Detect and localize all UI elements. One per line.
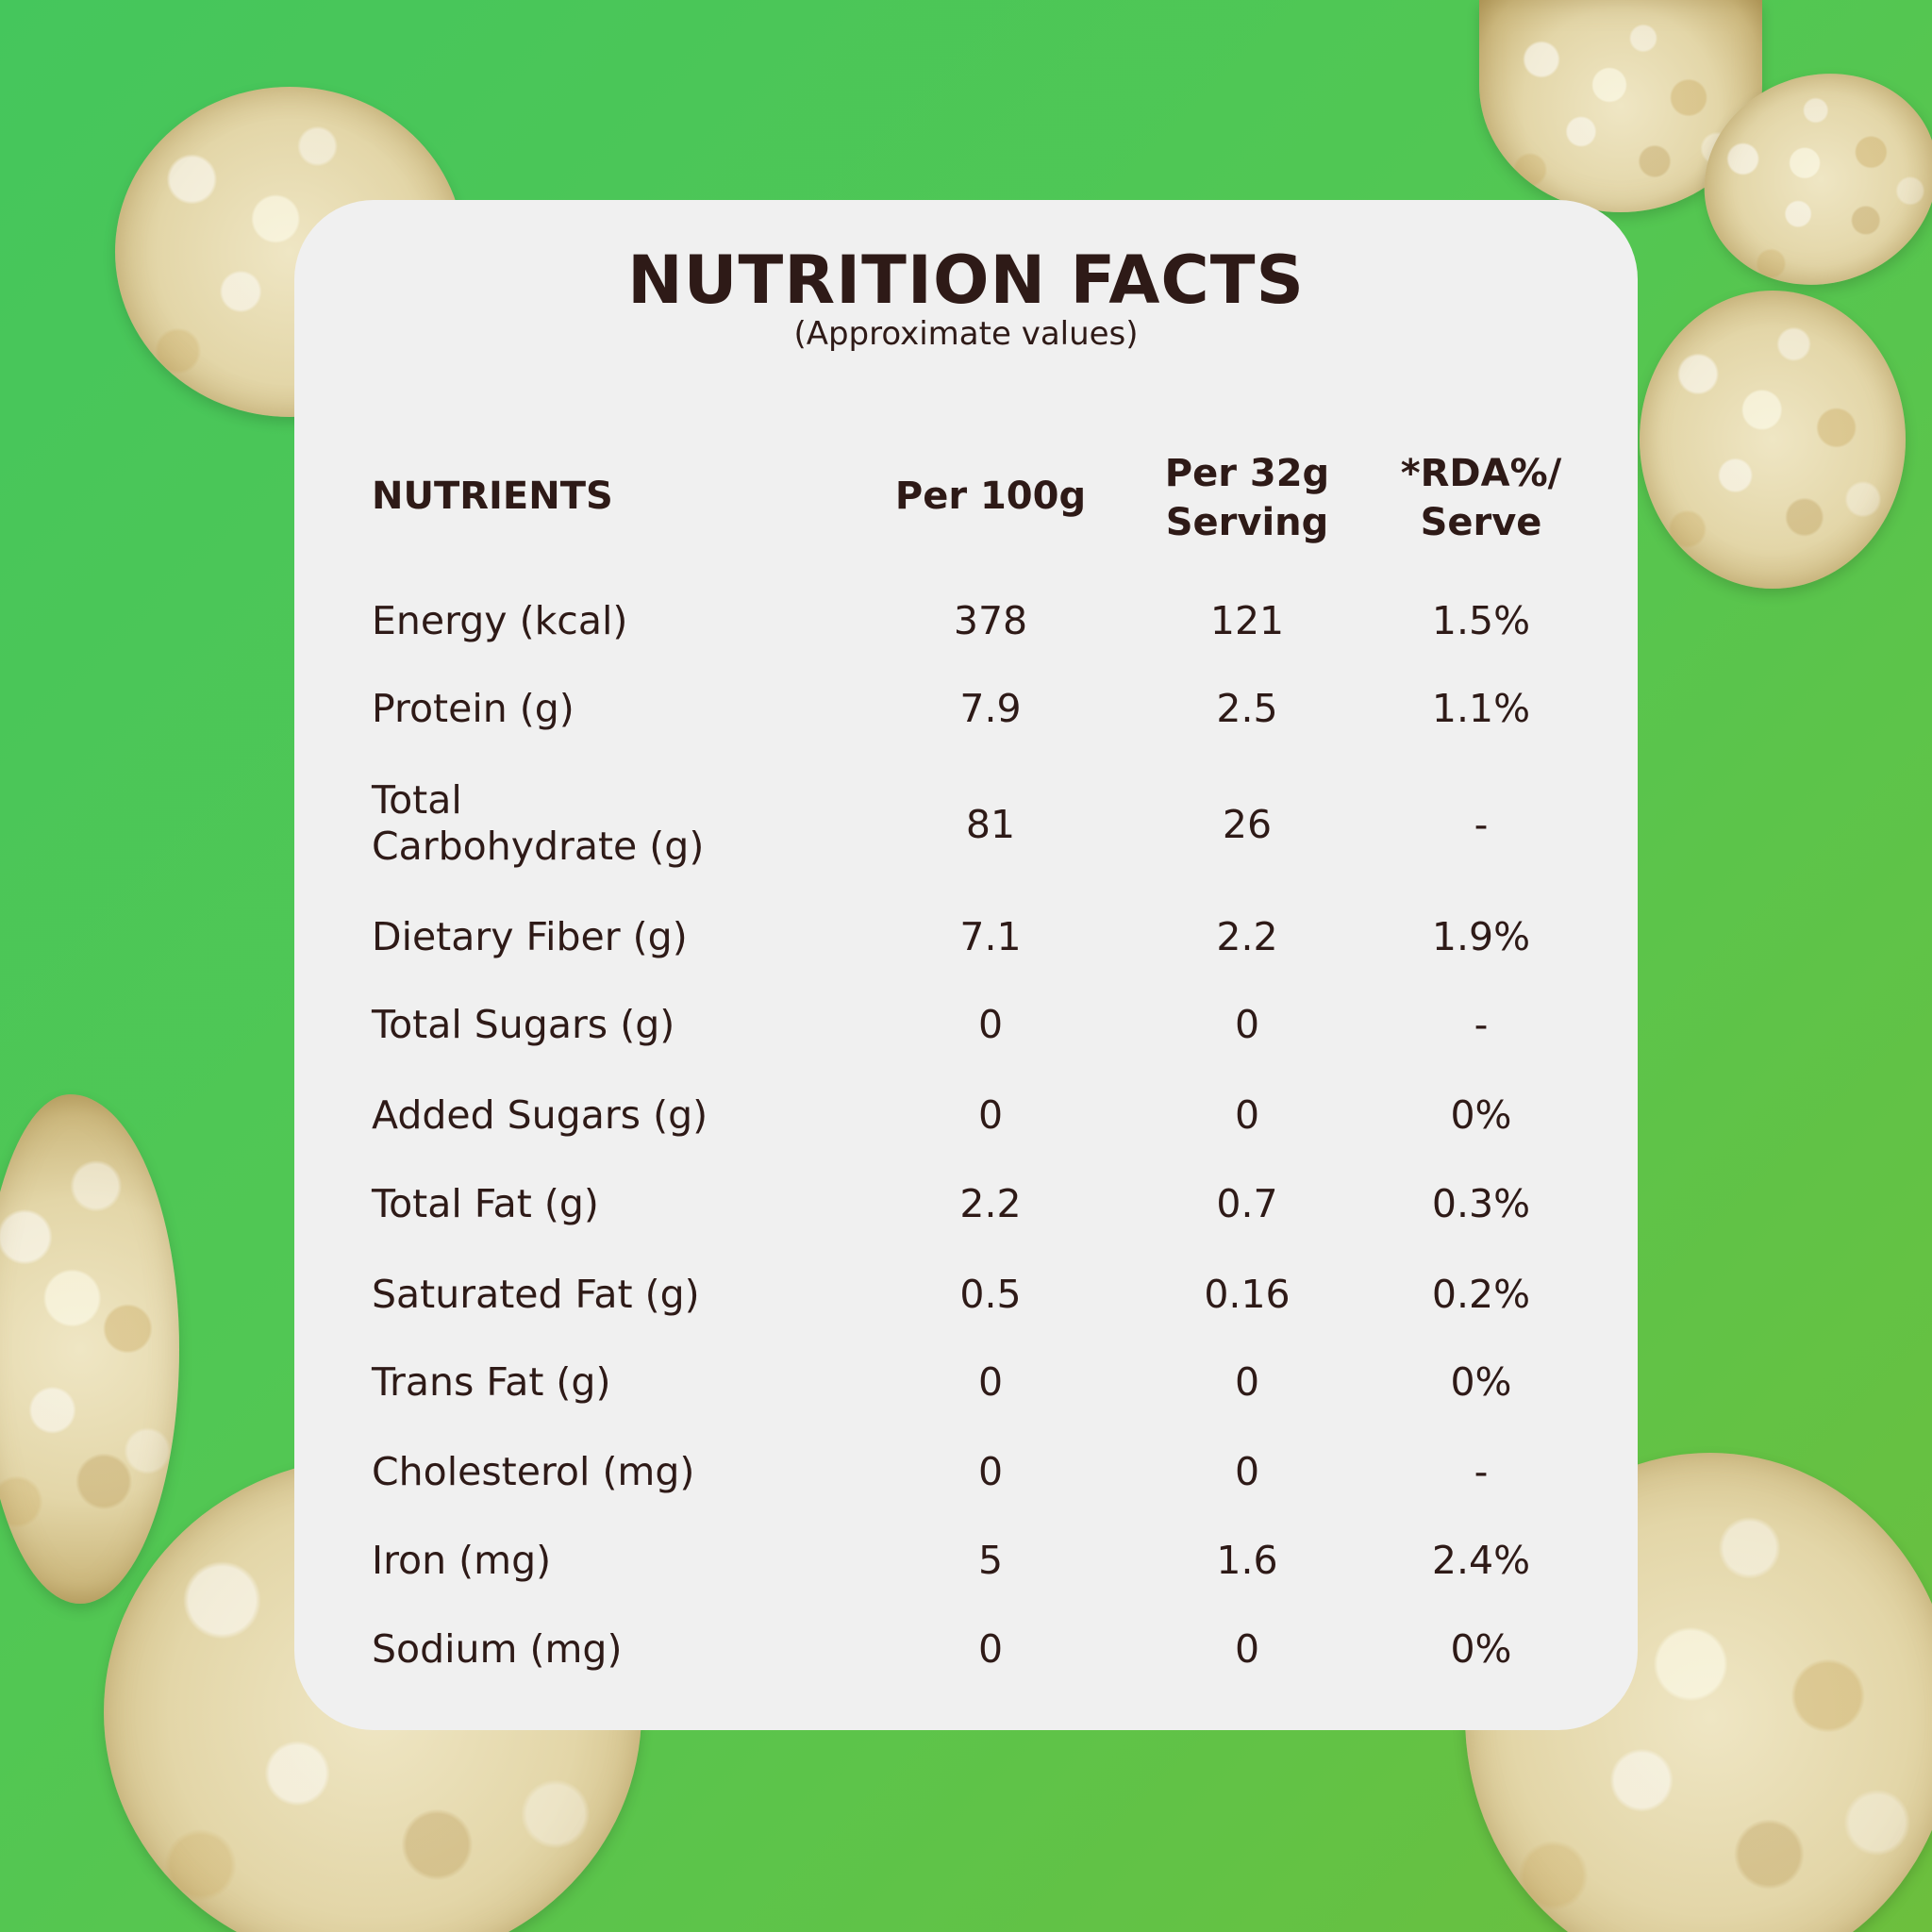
nutrient-name: Energy (kcal) (372, 598, 628, 643)
value-per-32g: 0 (1234, 1002, 1260, 1047)
value-rda: - (1474, 1449, 1489, 1494)
value-per-100g: 81 (965, 802, 1016, 847)
header-nutrients: NUTRIENTS (372, 475, 613, 518)
nutrient-name: Cholesterol (mg) (372, 1449, 695, 1494)
header-per-32g-line1: Per 32g (1164, 452, 1330, 495)
nutrient-name-line1: Total (372, 777, 462, 823)
value-rda: 1.9% (1431, 914, 1531, 959)
nutrition-card (294, 200, 1638, 1730)
value-per-100g: 0 (977, 1626, 1004, 1672)
value-rda: 0.3% (1431, 1181, 1531, 1226)
value-per-32g: 0.16 (1204, 1272, 1291, 1317)
rice-cake-image-right (1640, 291, 1906, 589)
nutrient-name-line2: Carbohydrate (g) (372, 824, 705, 869)
value-per-100g: 0 (977, 1092, 1004, 1138)
nutrient-name: Trans Fat (g) (372, 1359, 611, 1405)
value-rda: 0% (1450, 1092, 1512, 1138)
nutrient-name: Total Sugars (g) (372, 1002, 675, 1047)
header-rda-line2: Serve (1420, 501, 1542, 544)
nutrient-name: Sodium (mg) (372, 1626, 623, 1672)
value-per-32g: 0 (1234, 1449, 1260, 1494)
value-per-32g: 2.2 (1216, 914, 1278, 959)
value-per-32g: 0 (1234, 1092, 1260, 1138)
header-per-32g-line2: Serving (1165, 501, 1329, 544)
value-rda: - (1474, 1002, 1489, 1047)
value-rda: 1.5% (1431, 598, 1531, 643)
value-rda: - (1474, 802, 1489, 847)
nutrient-name: Total Fat (g) (372, 1181, 599, 1226)
value-per-100g: 0 (977, 1002, 1004, 1047)
value-per-32g: 2.5 (1216, 686, 1278, 731)
value-rda: 0% (1450, 1359, 1512, 1405)
value-per-32g: 1.6 (1216, 1538, 1278, 1583)
rice-cake-image-left-edge (0, 1094, 179, 1604)
value-rda: 0.2% (1431, 1272, 1531, 1317)
header-rda-line1: *RDA%/ (1400, 452, 1562, 495)
nutrient-name: Added Sugars (g) (372, 1092, 708, 1138)
nutrient-name: Dietary Fiber (g) (372, 914, 688, 959)
value-per-100g: 7.1 (959, 914, 1022, 959)
value-rda: 0% (1450, 1626, 1512, 1672)
page-title: NUTRITION FACTS (627, 242, 1305, 319)
value-per-100g: 378 (953, 598, 1028, 643)
value-per-100g: 0 (977, 1359, 1004, 1405)
nutrient-name: Saturated Fat (g) (372, 1272, 700, 1317)
value-per-100g: 2.2 (959, 1181, 1022, 1226)
page-subtitle: (Approximate values) (793, 315, 1139, 353)
value-per-32g: 0.7 (1216, 1181, 1278, 1226)
value-per-100g: 5 (977, 1538, 1004, 1583)
value-per-32g: 0 (1234, 1626, 1260, 1672)
value-per-100g: 7.9 (959, 686, 1022, 731)
header-per-100g: Per 100g (894, 475, 1087, 518)
value-per-32g: 26 (1222, 802, 1273, 847)
nutrient-name: Protein (g) (372, 686, 575, 731)
value-per-100g: 0 (977, 1449, 1004, 1494)
value-per-32g: 121 (1209, 598, 1285, 643)
value-per-32g: 0 (1234, 1359, 1260, 1405)
nutrient-name: Iron (mg) (372, 1538, 552, 1583)
value-per-100g: 0.5 (959, 1272, 1022, 1317)
value-rda: 1.1% (1431, 686, 1531, 731)
value-rda: 2.4% (1431, 1538, 1531, 1583)
